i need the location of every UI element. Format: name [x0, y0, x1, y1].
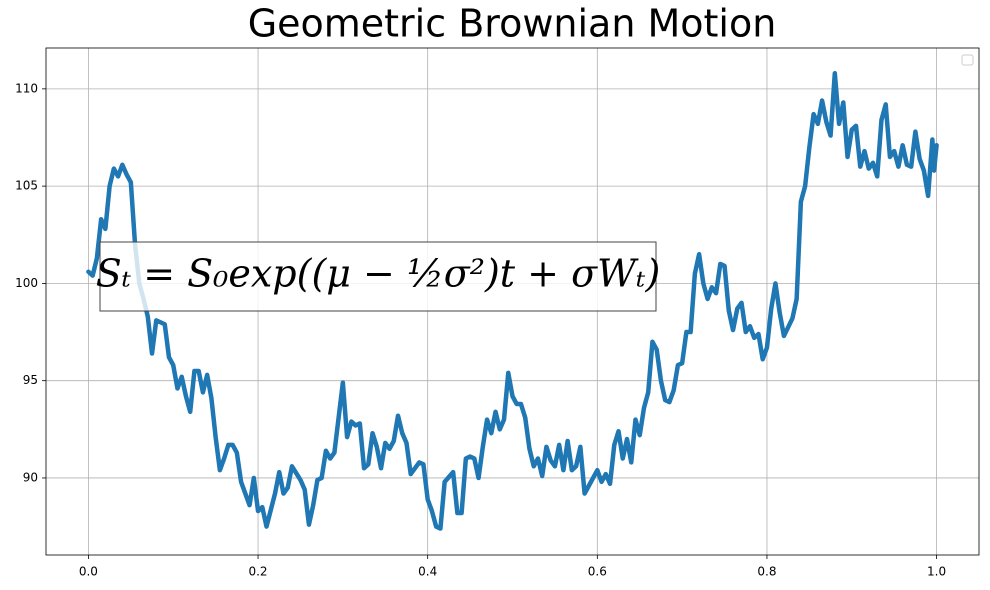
annotation-box: [99, 241, 657, 312]
y-tick-label: 105: [15, 179, 38, 193]
plot-area: 0.0 0.2 0.4 0.6 0.8 1.0 90 95 100 105 110: [15, 48, 979, 579]
x-tick-label: 0.2: [248, 565, 267, 579]
chart-title: Geometric Brownian Motion: [248, 2, 777, 46]
axes-frame: [45, 47, 980, 556]
x-tick-label: 0.6: [588, 565, 607, 579]
annotation: Sₜ = S₀exp((μ − ½σ²)t + σWₜ): [96, 252, 661, 296]
line-series: [86, 71, 939, 531]
y-tick-label: 90: [23, 470, 38, 484]
x-tick-label: 0.4: [418, 565, 437, 579]
x-tick-label: 0.8: [757, 565, 776, 579]
y-tick-label: 95: [23, 373, 38, 387]
x-tick-label: 1.0: [927, 565, 946, 579]
x-tick-label: 0.0: [79, 565, 98, 579]
y-tick-label: 110: [15, 81, 38, 95]
y-tick-label: 100: [15, 276, 38, 290]
legend-box: [961, 54, 974, 66]
